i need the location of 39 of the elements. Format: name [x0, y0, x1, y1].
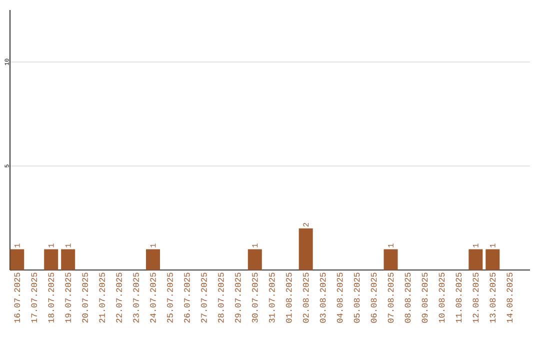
x-tick-label: 14.08.2025 — [506, 272, 513, 323]
x-tick-label: 27.07.2025 — [201, 272, 207, 323]
x-tick-label: 01.08.2025 — [286, 272, 292, 323]
x-tick-label: 24.07.2025 — [150, 272, 156, 323]
data-label: 1 — [473, 244, 478, 248]
data-label: 1 — [388, 244, 394, 248]
data-label: 1 — [490, 244, 496, 248]
x-tick-label: 31.07.2025 — [268, 272, 275, 323]
x-tick-label: 26.07.2025 — [184, 272, 190, 323]
x-tick-label: 10.08.2025 — [438, 272, 445, 323]
x-tick-label: 29.07.2025 — [235, 272, 241, 323]
data-label: 1 — [48, 244, 54, 248]
x-tick-label: 08.08.2025 — [404, 272, 411, 323]
x-tick-label: 21.07.2025 — [99, 272, 105, 323]
x-tick-label: 05.08.2025 — [354, 272, 360, 323]
x-tick-label: 22.07.2025 — [116, 272, 122, 323]
data-label: 1 — [150, 244, 156, 248]
x-tick-label: 09.08.2025 — [422, 272, 428, 323]
x-tick-label: 30.07.2025 — [252, 272, 258, 323]
x-tick-label: 25.07.2025 — [167, 272, 173, 323]
x-tick-label: 04.08.2025 — [336, 272, 343, 323]
x-tick-label: 28.07.2025 — [218, 272, 224, 323]
x-tick-label: 19.07.2025 — [65, 272, 71, 323]
x-tick-label: 20.07.2025 — [82, 272, 88, 323]
data-label: 2 — [303, 222, 309, 227]
x-tick-label: 06.08.2025 — [370, 272, 377, 323]
x-tick-label: 12.08.2025 — [472, 272, 479, 323]
data-label: 1 — [65, 244, 71, 248]
x-tick-label: 03.08.2025 — [320, 272, 326, 323]
x-tick-label: 11.08.2025 — [456, 272, 462, 323]
x-tick-label: 07.08.2025 — [388, 272, 394, 323]
x-tick-label: 17.07.2025 — [31, 272, 37, 323]
x-tick-label: 02.08.2025 — [302, 272, 309, 323]
x-tick-label: 16.07.2025 — [14, 272, 20, 323]
data-label: 1 — [252, 244, 258, 248]
x-tick-label: 13.08.2025 — [490, 272, 496, 323]
x-tick-label: 18.07.2025 — [48, 272, 54, 323]
data-label: 1 — [14, 244, 20, 248]
x-tick-label: 23.07.2025 — [133, 272, 139, 323]
